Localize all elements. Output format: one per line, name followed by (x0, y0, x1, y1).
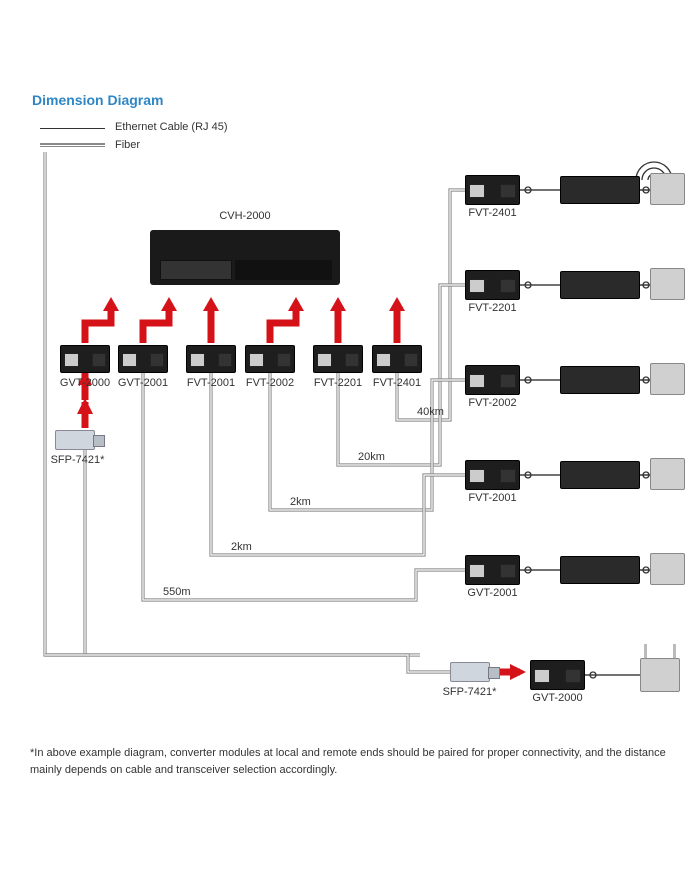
local-module-label-FVT-2201: FVT-2201 (308, 377, 368, 389)
end-device-4 (650, 553, 685, 585)
local-module-FVT-2001 (186, 345, 236, 373)
peripheral-2 (560, 366, 640, 394)
local-module-label-GVT-2000: GVT-2000 (55, 377, 115, 389)
sfp-remote (450, 662, 490, 682)
local-module-FVT-2002 (245, 345, 295, 373)
legend-ethernet-label: Ethernet Cable (RJ 45) (115, 121, 228, 133)
local-module-label-GVT-2001: GVT-2001 (113, 377, 173, 389)
local-module-FVT-2201 (313, 345, 363, 373)
end-device-3 (650, 458, 685, 490)
distance-FVT-2201: 20km (358, 451, 385, 463)
end-device-2 (650, 363, 685, 395)
remote-module-FVT-2201 (465, 270, 520, 300)
footnote: *In above example diagram, converter mod… (30, 745, 670, 778)
remote-module-label-FVT-2401: FVT-2401 (460, 207, 525, 219)
remote-module-FVT-2002 (465, 365, 520, 395)
local-module-FVT-2401 (372, 345, 422, 373)
peripheral-0 (560, 176, 640, 204)
remote-module-label-FVT-2201: FVT-2201 (460, 302, 525, 314)
remote-module-FVT-2401 (465, 175, 520, 205)
remote-module-GVT-2000 (530, 660, 585, 690)
peripheral-3 (560, 461, 640, 489)
local-module-GVT-2000 (60, 345, 110, 373)
local-module-GVT-2001 (118, 345, 168, 373)
peripheral-4 (560, 556, 640, 584)
end-device-5 (640, 658, 680, 692)
legend-fiber-label: Fiber (115, 139, 140, 151)
diagram-stage: Dimension Diagram Ethernet Cable (RJ 45)… (0, 0, 700, 886)
legend-fiber-line-inner (40, 145, 105, 146)
remote-module-label-GVT-2001: GVT-2001 (460, 587, 525, 599)
distance-FVT-2002: 2km (290, 496, 311, 508)
local-module-label-FVT-2002: FVT-2002 (240, 377, 300, 389)
sfp-local (55, 430, 95, 450)
chassis (150, 230, 340, 285)
end-device-0 (650, 173, 685, 205)
distance-FVT-2001: 2km (231, 541, 252, 553)
sfp-remote-label: SFP-7421* (437, 686, 502, 698)
remote-module-label-FVT-2002: FVT-2002 (460, 397, 525, 409)
peripheral-1 (560, 271, 640, 299)
remote-module-FVT-2001 (465, 460, 520, 490)
sfp-local-label: SFP-7421* (45, 454, 110, 466)
local-module-label-FVT-2001: FVT-2001 (181, 377, 241, 389)
distance-GVT-2001: 550m (163, 586, 191, 598)
chassis-label: CVH-2000 (150, 210, 340, 222)
remote-module-GVT-2001 (465, 555, 520, 585)
end-device-1 (650, 268, 685, 300)
remote-module-label-GVT-2000: GVT-2000 (525, 692, 590, 704)
diagram-title: Dimension Diagram (32, 92, 163, 108)
local-module-label-FVT-2401: FVT-2401 (367, 377, 427, 389)
legend-ethernet-line (40, 128, 105, 129)
remote-module-label-FVT-2001: FVT-2001 (460, 492, 525, 504)
distance-FVT-2401: 40km (417, 406, 444, 418)
